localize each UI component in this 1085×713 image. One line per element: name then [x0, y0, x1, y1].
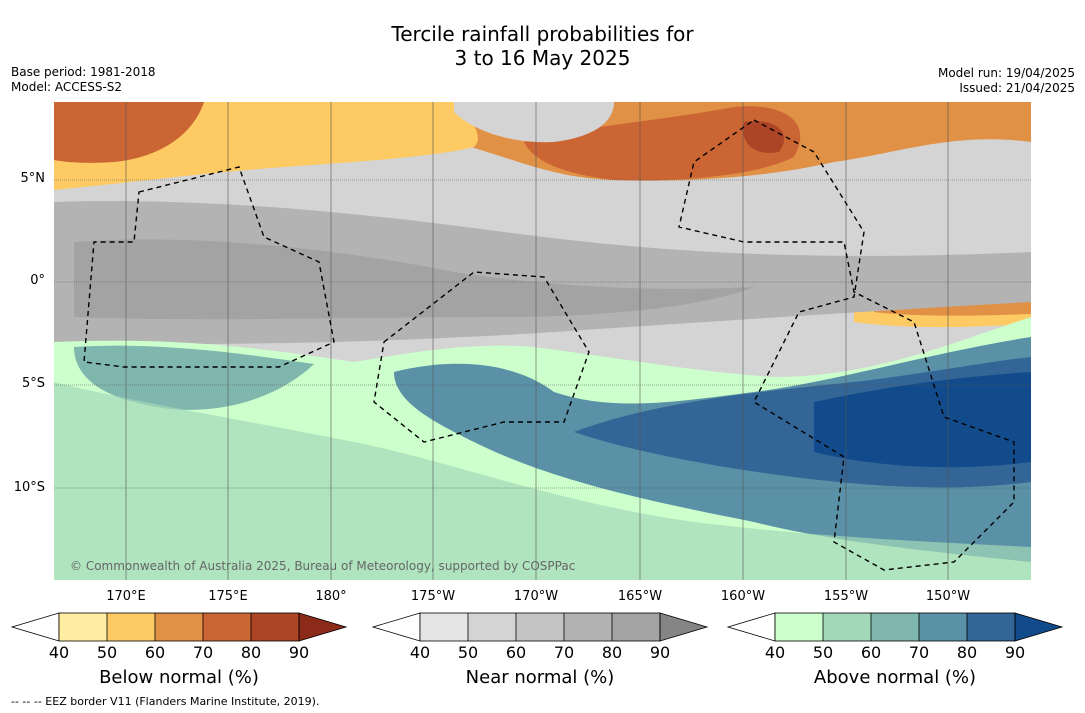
cb-below-tick-50: 50: [96, 643, 118, 662]
colorbar-near: [371, 612, 709, 642]
cb-below-50: [107, 613, 155, 641]
cb-near-60: [516, 613, 564, 641]
lon-label-180: 180°: [315, 589, 347, 604]
lon-label-175w: 175°W: [410, 589, 456, 604]
eez-legend-note: -- -- -- EEZ border V11 (Flanders Marine…: [11, 695, 320, 708]
lon-label-155w: 155°W: [823, 589, 869, 604]
cb-above-tick-70: 70: [908, 643, 930, 662]
colorbar-title-below: Below normal (%): [99, 667, 259, 688]
cb-above-tick-90: 90: [1004, 643, 1026, 662]
cb-above-80: [967, 613, 1015, 641]
cb-above-50: [823, 613, 871, 641]
rainfall-map: [54, 102, 1031, 580]
cb-near-tick-80: 80: [601, 643, 623, 662]
cb-near-40: [420, 613, 468, 641]
cb-above-tick-60: 60: [860, 643, 882, 662]
cb-near-80: [612, 613, 660, 641]
cb-near-tick-40: 40: [409, 643, 431, 662]
cb-below-80: [251, 613, 299, 641]
colorbars: [10, 612, 1064, 642]
lon-label-160w: 160°W: [720, 589, 766, 604]
lat-label-0: 0°: [30, 273, 45, 288]
lon-label-165w: 165°W: [617, 589, 663, 604]
map-title: Tercile rainfall probabilities for 3 to …: [0, 22, 1085, 70]
eez-border-east: [678, 119, 1015, 571]
cb-near-70: [564, 613, 612, 641]
above-normal-south: [54, 382, 1031, 580]
cb-below-tick-90: 90: [288, 643, 310, 662]
cb-above-40: [775, 613, 823, 641]
cb-near-tick-50: 50: [457, 643, 479, 662]
above-normal-core: [814, 372, 1031, 468]
model-run: Model run: 19/04/2025: [937, 66, 1075, 80]
colorbar-title-above: Above normal (%): [813, 667, 977, 688]
lon-label-175e: 175°E: [208, 589, 248, 604]
below-normal-core: [743, 121, 785, 153]
cb-below-70: [203, 613, 251, 641]
cb-near-tick-70: 70: [553, 643, 575, 662]
lat-label-5s: 5°S: [21, 376, 45, 391]
cb-above-tick-80: 80: [956, 643, 978, 662]
meta-right: Model run: 19/04/2025 Issued: 21/04/2025: [938, 66, 1075, 96]
lon-label-170e: 170°E: [106, 589, 146, 604]
lat-label-10s: 10°S: [13, 480, 45, 495]
model-name: Model: ACCESS-S2: [11, 80, 123, 94]
cb-below-tick-80: 80: [240, 643, 262, 662]
below-normal-strong-west: [54, 102, 204, 163]
cb-near-tick-90: 90: [649, 643, 671, 662]
issued-date: Issued: 21/04/2025: [959, 81, 1075, 95]
eez-border-west: [83, 166, 335, 368]
cb-below-60: [155, 613, 203, 641]
near-normal-patch-north: [454, 102, 614, 143]
cb-below-40: [59, 613, 107, 641]
base-period: Base period: 1981-2018: [11, 65, 156, 79]
above-normal-west: [74, 345, 314, 410]
gridlines: [54, 102, 1031, 580]
meta-left: Base period: 1981-2018 Model: ACCESS-S2: [11, 65, 156, 95]
copyright-note: © Commonwealth of Australia 2025, Bureau…: [70, 559, 576, 573]
colorbar-below: [10, 612, 348, 642]
eez-border-central: [373, 271, 590, 443]
title-line-1: Tercile rainfall probabilities for: [391, 22, 694, 46]
cb-above-tick-50: 50: [812, 643, 834, 662]
cb-above-60: [871, 613, 919, 641]
cb-above-70: [919, 613, 967, 641]
cb-near-tick-60: 60: [505, 643, 527, 662]
cb-below-tick-70: 70: [192, 643, 214, 662]
lon-label-150w: 150°W: [925, 589, 971, 604]
cb-below-tick-60: 60: [144, 643, 166, 662]
colorbar-title-near: Near normal (%): [465, 667, 615, 688]
eez-borders: [83, 119, 1015, 571]
cb-near-50: [468, 613, 516, 641]
lon-label-170w: 170°W: [513, 589, 559, 604]
cb-above-tick-40: 40: [764, 643, 786, 662]
lat-label-5n: 5°N: [20, 171, 46, 186]
near-normal-core: [74, 239, 754, 320]
colorbar-above: [726, 612, 1064, 642]
cb-below-tick-40: 40: [48, 643, 70, 662]
below-normal-strong-east: [524, 106, 801, 181]
title-line-2: 3 to 16 May 2025: [454, 46, 631, 70]
